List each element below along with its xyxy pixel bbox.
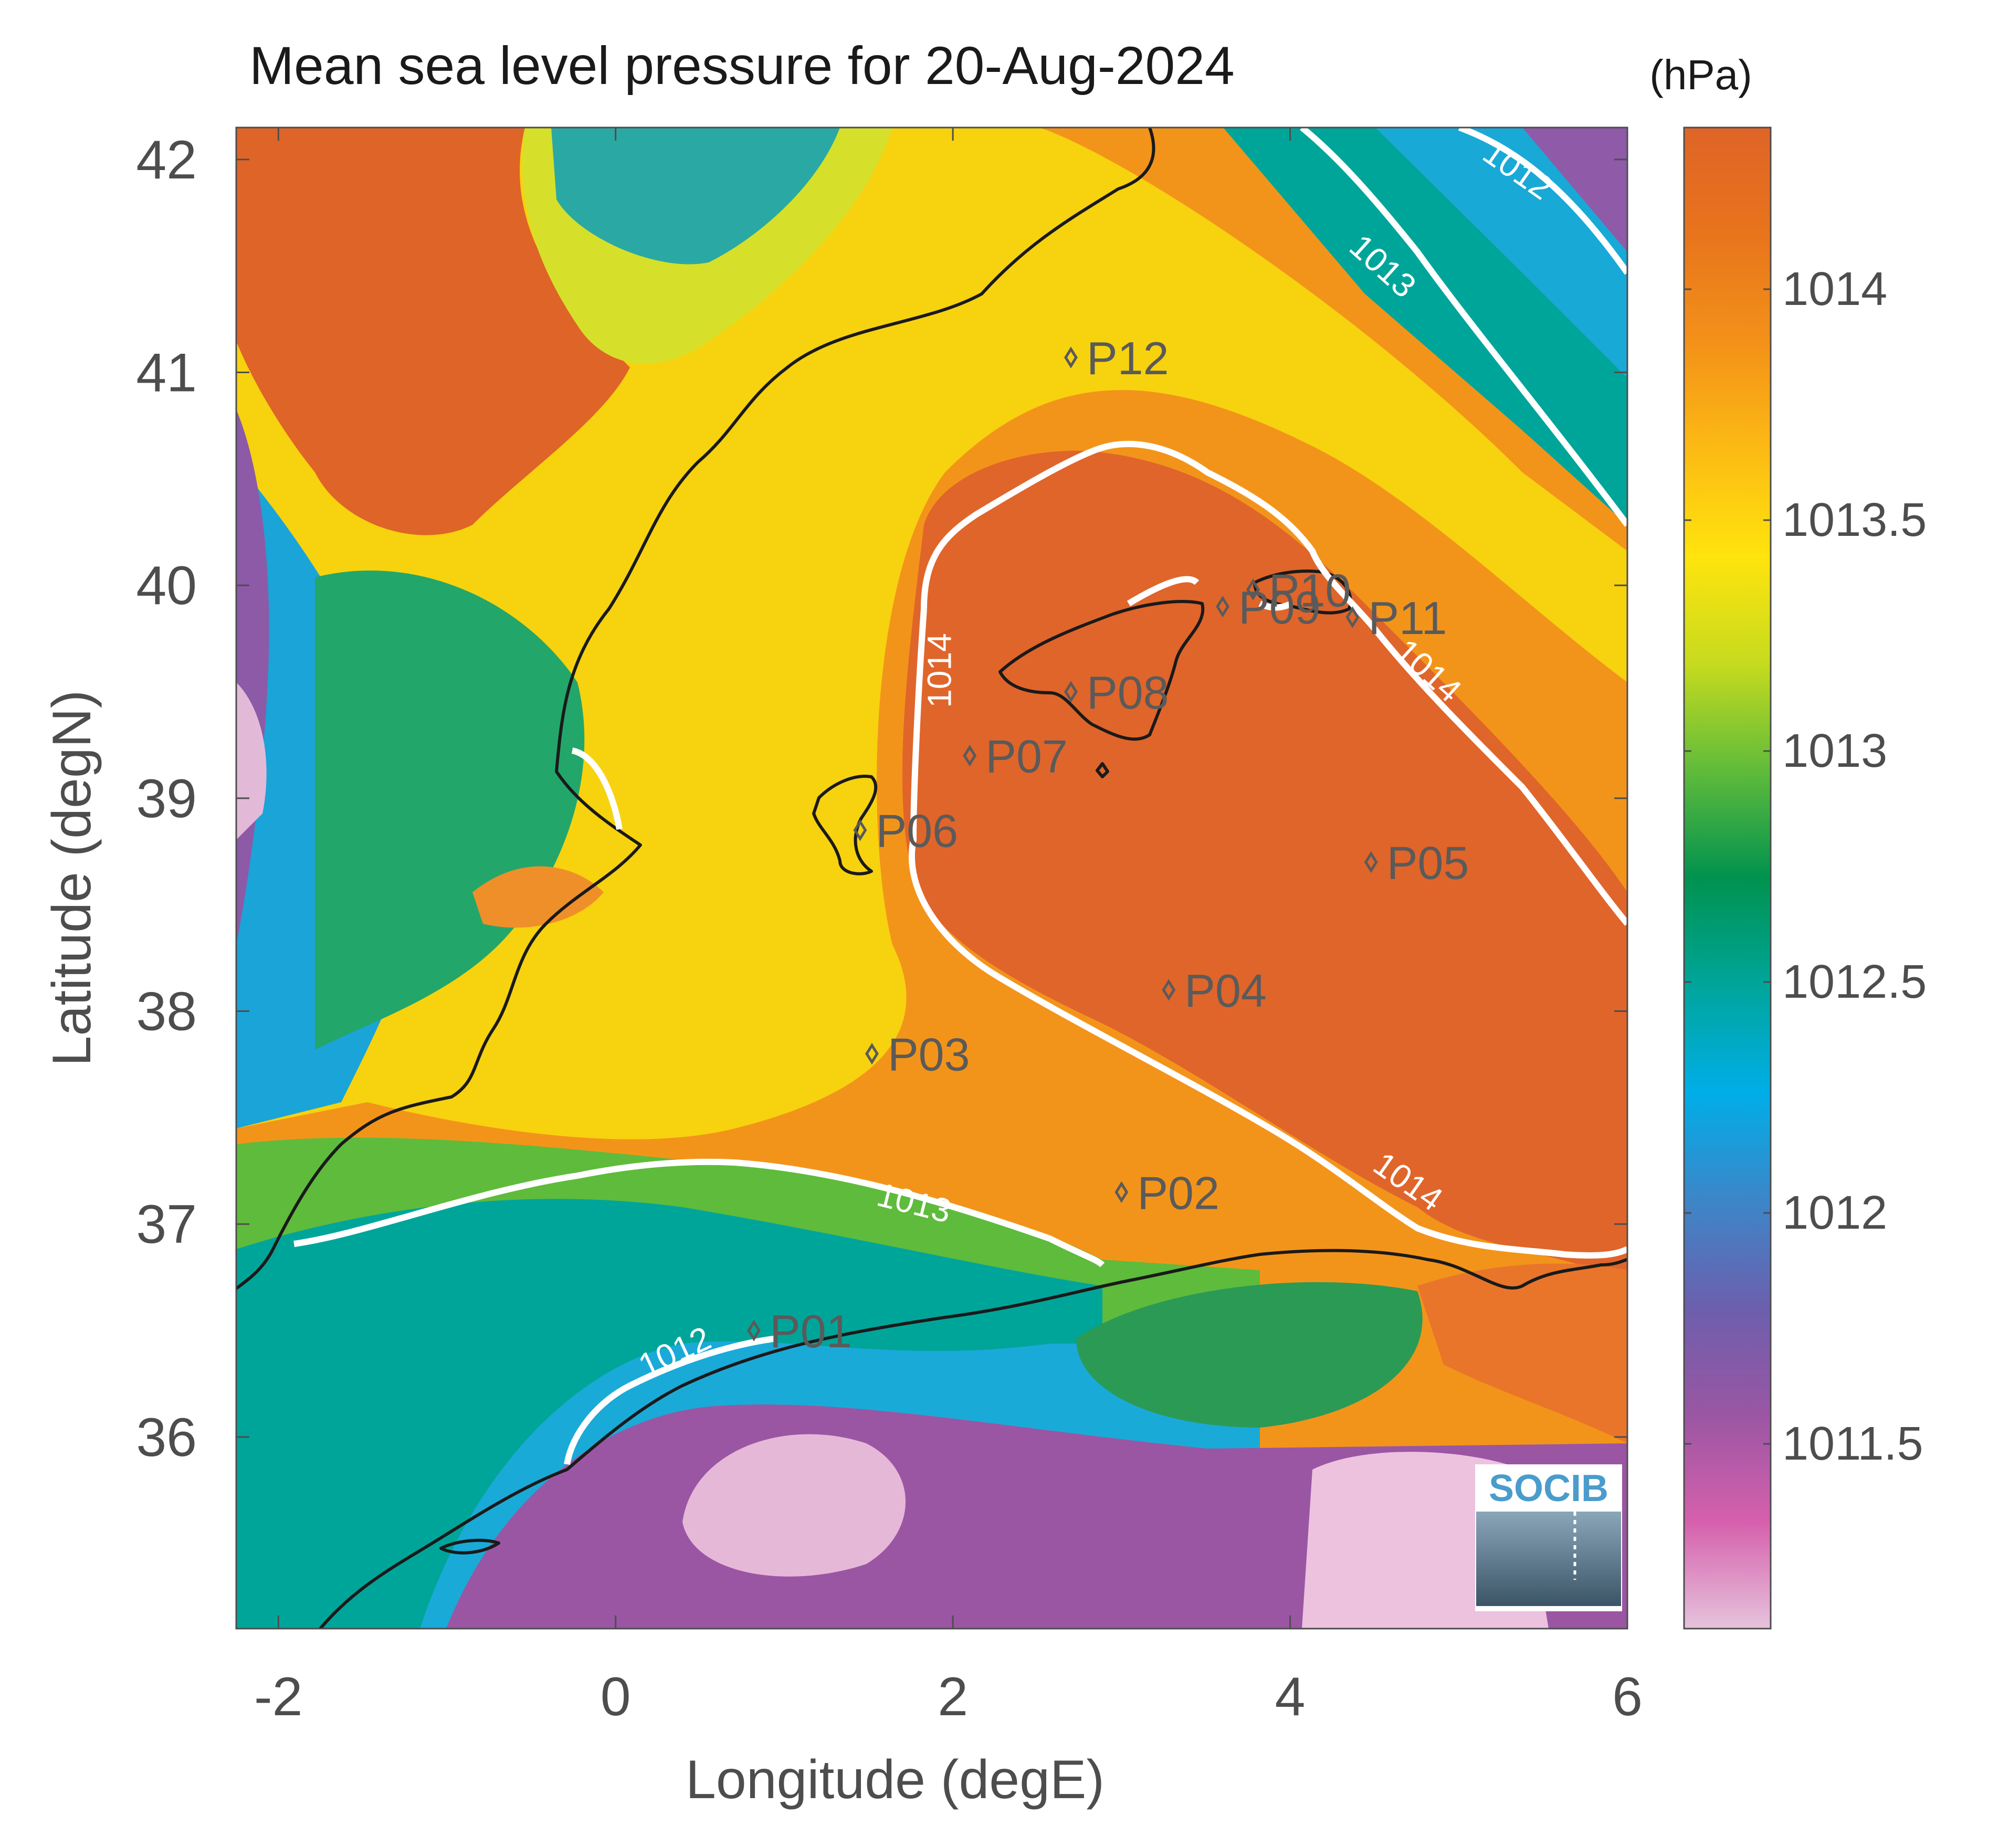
colorbar-bar [1683,126,1772,1630]
contour-1014-central [921,440,1627,926]
station-marker [853,819,867,841]
socib-logo: SOCIB [1475,1464,1622,1611]
station-label: P01 [770,1305,852,1357]
y-tick-label: 41 [136,343,197,404]
pressure-field [236,128,1627,1629]
station-label: P05 [1387,837,1469,889]
coastlines [236,128,1627,1629]
coastline-iberia [236,128,1155,1290]
band-land-orange-nw [236,128,630,535]
y-axis: 36 37 38 39 40 41 42 [136,130,1627,1468]
y-tick-label: 40 [136,555,197,616]
x-tick-label: -2 [254,1666,302,1727]
contour-1013-south [293,1158,1105,1268]
coastline-africa [319,1249,1627,1629]
map-frame [235,126,1628,1630]
station-marker [1064,346,1078,368]
band-land-teal-n [551,128,840,265]
station-label: P03 [888,1029,970,1081]
socib-logo-wave [1476,1512,1621,1606]
x-tick-label: 2 [938,1666,968,1727]
coastline-menorca [1253,569,1352,615]
station-marker [865,1042,879,1065]
pressure-contours [293,128,1627,1465]
map-title: Mean sea level pressure for 20-Aug-2024 [249,36,1235,96]
band-land-pink-w [236,682,267,840]
x-tick-label: 6 [1612,1666,1643,1727]
colorbar-tick-label: 1014 [1782,263,1887,315]
station-label: P10 [1269,564,1351,616]
station-label: P07 [985,731,1068,783]
y-tick-label: 36 [136,1407,197,1468]
station-label: P02 [1137,1167,1219,1219]
colorbar: 1011.5 1012 1012.5 1013 1013.5 1014 [1683,126,1927,1630]
coastline-cabrera [1096,762,1109,778]
x-tick-label: 0 [601,1666,631,1727]
coastline-mallorca [998,600,1205,741]
station-marker [747,1319,761,1342]
y-tick-label: 37 [136,1194,197,1255]
station-marker [1364,851,1378,873]
colorbar-tick-label: 1013 [1782,725,1887,777]
y-axis-label: Latitude (degN) [41,690,102,1066]
station-label: P08 [1087,667,1169,719]
station-label: P12 [1087,332,1169,384]
station-marker [963,745,977,767]
station-marker [1216,596,1230,618]
band-land-orange-se [1417,1263,1627,1443]
y-tick-label: 38 [136,981,197,1042]
contour-1014-mallorca [1127,576,1293,611]
colorbar-tick-label: 1012 [1782,1187,1887,1239]
colorbar-tick-label: 1012.5 [1782,956,1927,1008]
contour-1012-south [564,1335,777,1465]
band-land-green-w [315,570,585,1050]
coastline-alboran [439,1538,500,1555]
station-label: P09 [1238,582,1321,633]
x-axis: -2 0 2 4 6 [254,128,1643,1727]
socib-logo-text: SOCIB [1489,1467,1608,1509]
x-axis-label: Longitude (degE) [686,1749,1105,1810]
band-land-orange-alicante [472,866,604,928]
band-orange-core [902,450,1627,1281]
colorbar-units: (hPa) [1649,51,1752,98]
station-marker [1345,606,1360,628]
contour-1013-valencia [571,747,623,830]
station-marker [1064,681,1078,703]
station-marker [1114,1181,1129,1203]
colorbar-tick-label: 1011.5 [1782,1418,1923,1470]
band-purple-ne [1522,128,1627,252]
station-label: P11 [1368,592,1447,644]
station-label: P06 [876,805,958,857]
station-marker [1246,578,1260,601]
contour-1014-south [908,608,1627,1259]
y-tick-label: 42 [136,130,197,191]
band-land-green-se [1076,1282,1423,1428]
coastline-ibiza [812,775,878,875]
colorbar-ticks: 1011.5 1012 1012.5 1013 1013.5 1014 [1684,263,1927,1470]
band-pink-south [682,1434,906,1577]
y-tick-label: 39 [136,768,197,829]
colorbar-tick-label: 1013.5 [1782,494,1927,546]
contour-1012-ne [1458,128,1627,275]
station-label: P04 [1184,965,1267,1017]
band-blue-ne [1375,128,1627,378]
x-tick-label: 4 [1275,1666,1306,1727]
contour-1013-ne [1300,128,1627,527]
station-marker [1162,979,1176,1001]
contour-label: 1014 [920,633,958,707]
